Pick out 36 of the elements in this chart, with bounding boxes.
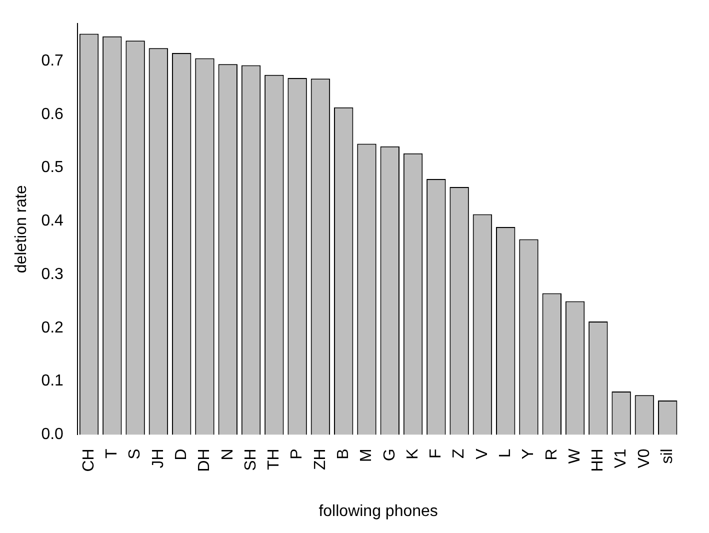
x-tick-label: CH <box>80 448 98 472</box>
x-tick-label: S <box>126 448 144 460</box>
x-tick-label: sil <box>659 448 676 464</box>
x-tick-label: JH <box>150 448 167 468</box>
x-tick-label: R <box>543 448 560 460</box>
x-tick-label: SH <box>242 448 260 471</box>
y-tick-label: 0.7 <box>41 52 64 70</box>
x-tick-label: G <box>381 448 398 462</box>
y-tick-label: 0.0 <box>41 426 64 444</box>
x-tick-label: DH <box>196 448 214 472</box>
x-axis-title: following phones <box>318 502 438 520</box>
x-tick-label: T <box>104 448 121 458</box>
x-tick-label: B <box>335 448 352 460</box>
y-axis-title: deletion rate <box>13 185 30 274</box>
x-tick-label: Y <box>520 448 538 460</box>
x-tick-label: W <box>566 448 584 464</box>
x-tick-label: Z <box>450 448 468 458</box>
x-tick-label: V <box>474 448 491 460</box>
x-tick-label: L <box>497 448 514 458</box>
y-tick-label: 0.4 <box>41 212 64 230</box>
y-tick-label: 0.1 <box>41 372 64 390</box>
y-tick-label: 0.5 <box>41 159 64 176</box>
x-tick-label: D <box>172 448 190 460</box>
x-tick-label: V0 <box>636 448 653 468</box>
x-tick-label: P <box>288 448 306 460</box>
x-tick-label: ZH <box>312 448 329 470</box>
x-tick-label: M <box>358 448 376 462</box>
x-tick-label: V1 <box>612 448 630 468</box>
x-tick-label: N <box>219 448 236 460</box>
x-tick-label: F <box>428 448 445 458</box>
x-tick-label: HH <box>590 448 607 472</box>
y-tick-label: 0.3 <box>41 266 64 283</box>
x-tick-label: TH <box>266 448 283 470</box>
y-tick-label: 0.2 <box>41 319 64 336</box>
x-tick-label: K <box>404 448 422 460</box>
y-tick-label: 0.6 <box>41 106 64 123</box>
